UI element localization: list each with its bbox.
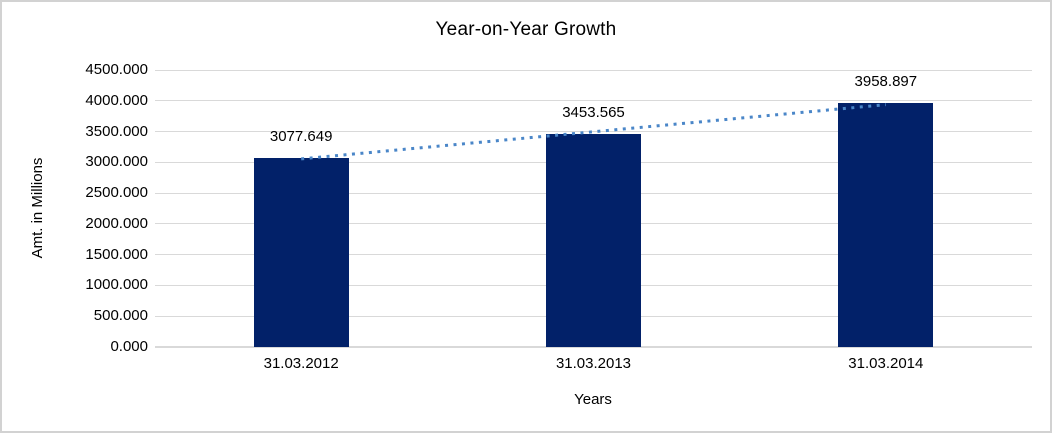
y-tick-label: 1000.000 xyxy=(85,276,148,294)
y-tick-label: 4000.000 xyxy=(85,91,148,109)
y-tick-label: 3000.000 xyxy=(85,153,148,171)
y-axis-title: Amt. in Millions xyxy=(29,157,46,259)
y-tick-label: 2000.000 xyxy=(85,214,148,232)
chart-title: Year-on-Year Growth xyxy=(435,19,617,40)
y-tick-label: 500.000 xyxy=(93,307,148,325)
bar-value-label: 3453.565 xyxy=(562,104,625,122)
bar-value-label: 3958.897 xyxy=(854,73,918,91)
linear-trendline xyxy=(301,103,886,161)
x-axis-line xyxy=(155,346,1032,348)
y-tick-label: 2500.000 xyxy=(85,184,148,202)
x-tick-label: 31.03.2012 xyxy=(263,355,339,372)
y-tick-label: 0.000 xyxy=(110,338,148,355)
trendline-layer xyxy=(301,103,886,161)
x-tick-label: 31.03.2013 xyxy=(555,355,632,372)
bar-31.03.2013 xyxy=(546,134,641,347)
bar-value-label: 3077.649 xyxy=(269,127,333,145)
y-tick-label: 4500.000 xyxy=(85,61,148,78)
bar-31.03.2012 xyxy=(253,157,349,347)
y-tick-label: 3500.000 xyxy=(85,122,148,140)
y-tick-label: 1500.000 xyxy=(85,245,148,263)
gridline xyxy=(155,131,1032,133)
gridline xyxy=(155,100,1032,102)
gridline xyxy=(155,69,1032,71)
bar-31.03.2014 xyxy=(838,103,934,347)
x-axis-title: Years xyxy=(574,391,612,408)
plot-area: 3077.649 3453.565 3958.897 xyxy=(155,69,1032,348)
x-tick-label: 31.03.2014 xyxy=(848,355,924,372)
